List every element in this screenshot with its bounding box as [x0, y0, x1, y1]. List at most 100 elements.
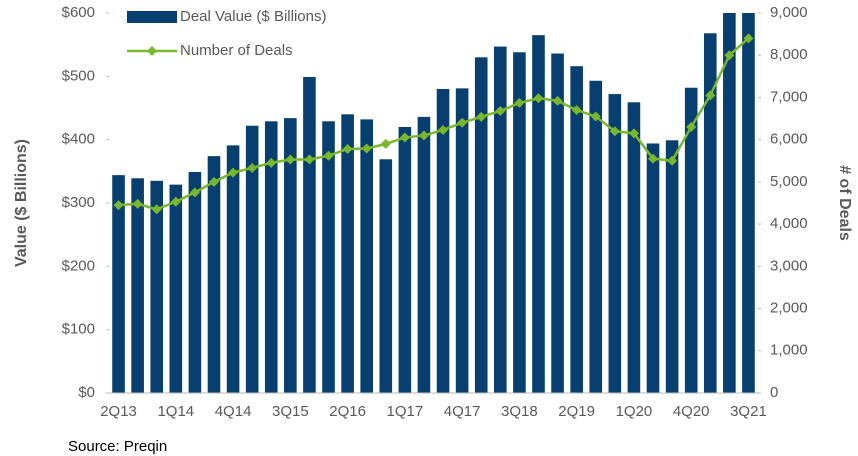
bar	[226, 145, 240, 393]
y2-tick-label: 0	[770, 384, 778, 401]
x-tick-label: 4Q17	[444, 403, 481, 420]
deals-marker	[323, 150, 334, 161]
bar	[723, 13, 736, 393]
deals-marker	[609, 126, 620, 137]
y2-tick-label: 4,000	[770, 215, 808, 232]
y2-tick-label: 3,000	[770, 257, 808, 274]
deals-marker	[170, 196, 181, 207]
bar	[188, 171, 202, 393]
deals-marker	[208, 176, 219, 187]
bar	[551, 53, 564, 394]
y2-axis-title: # of Deals	[836, 165, 853, 241]
deals-marker	[113, 200, 124, 211]
bar	[570, 66, 583, 393]
bar	[455, 88, 469, 393]
deals-marker	[285, 154, 296, 165]
legend-label: Number of Deals	[180, 42, 293, 59]
deals-marker	[361, 143, 372, 154]
deals-marker	[648, 153, 659, 164]
bar	[245, 125, 259, 393]
bar	[207, 156, 221, 393]
x-tick-label: 1Q14	[157, 403, 194, 420]
legend-swatch	[127, 11, 177, 23]
bar	[608, 94, 622, 394]
deals-marker	[132, 198, 143, 209]
bar	[264, 121, 278, 394]
bar	[360, 119, 373, 394]
deals-marker	[571, 105, 582, 116]
deals-marker	[247, 162, 258, 173]
bar	[169, 184, 183, 393]
y-tick-label: $200	[62, 257, 95, 274]
deals-marker	[304, 154, 315, 165]
deals-marker	[590, 111, 601, 122]
deals-marker	[380, 138, 391, 149]
deals-marker	[418, 130, 429, 141]
deals-marker	[151, 204, 162, 215]
deals-line	[118, 37, 750, 211]
y-axis-title: Value ($ Billions)	[13, 139, 30, 267]
bar	[665, 140, 679, 393]
deals-marker	[476, 111, 487, 122]
bar	[703, 33, 717, 394]
bar	[589, 80, 603, 394]
x-tick-label: 3Q15	[272, 403, 309, 420]
deals-marker	[266, 157, 277, 168]
bar	[303, 76, 316, 393]
deals-marker	[514, 97, 525, 108]
bar	[322, 121, 335, 394]
x-tick-label: 1Q20	[616, 403, 653, 420]
x-tick-label: 2Q19	[558, 403, 595, 420]
bar	[513, 52, 526, 394]
bar	[646, 143, 660, 393]
deals-marker	[342, 143, 353, 154]
y2-tick-label: 8,000	[770, 46, 808, 63]
bar	[627, 102, 641, 394]
bar	[398, 127, 412, 393]
source-note: Source: Preqin	[68, 438, 167, 455]
legend-label: Deal Value ($ Billions)	[180, 8, 326, 25]
bar	[532, 35, 545, 394]
bar	[494, 46, 507, 394]
deals-marker	[628, 128, 639, 139]
legend-marker	[147, 46, 157, 56]
bar	[112, 175, 125, 393]
deals-marker	[724, 50, 735, 61]
deals-marker	[533, 93, 544, 104]
bar	[474, 57, 488, 393]
y-tick-label: $400	[62, 131, 95, 148]
y2-tick-label: 2,000	[770, 300, 808, 317]
y2-tick-label: 5,000	[770, 173, 808, 190]
deals-marker	[495, 105, 506, 116]
y2-tick-label: 9,000	[770, 4, 808, 21]
deals-marker	[399, 132, 410, 143]
bar	[150, 180, 164, 393]
x-tick-label: 3Q18	[501, 403, 538, 420]
deals-marker	[552, 95, 563, 106]
y2-tick-label: 7,000	[770, 88, 808, 105]
deals-marker	[189, 187, 200, 198]
y2-tick-label: 1,000	[770, 342, 808, 359]
deals-marker	[705, 90, 716, 101]
y-tick-label: $0	[78, 384, 95, 401]
y-tick-label: $500	[62, 67, 95, 84]
x-tick-label: 3Q21	[730, 403, 767, 420]
bar	[379, 159, 393, 393]
x-tick-label: 2Q13	[100, 403, 137, 420]
bar	[684, 87, 698, 393]
deals-marker	[686, 122, 697, 132]
bar	[417, 116, 431, 393]
bar	[742, 13, 755, 393]
x-tick-label: 4Q20	[673, 403, 710, 420]
deals-marker	[457, 117, 468, 128]
y-tick-label: $300	[62, 194, 95, 211]
x-tick-label: 2Q16	[329, 403, 366, 420]
deals-marker	[438, 124, 449, 135]
bar	[131, 178, 144, 393]
x-tick-label: 1Q17	[387, 403, 424, 420]
y-tick-label: $600	[62, 4, 95, 21]
bar	[341, 114, 354, 393]
y-tick-label: $100	[62, 321, 95, 338]
deals-marker	[228, 167, 239, 178]
